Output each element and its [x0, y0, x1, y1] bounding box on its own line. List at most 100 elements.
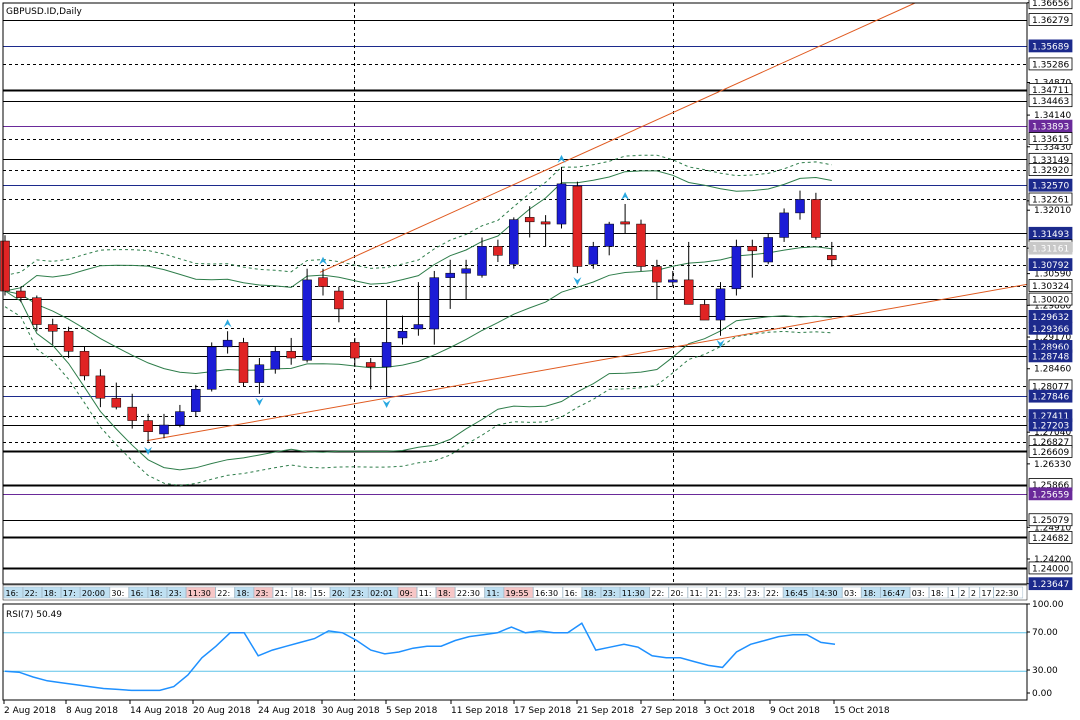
session-marker[interactable] [745, 586, 765, 599]
price-tag-box [1028, 57, 1073, 71]
candle-body [683, 279, 694, 305]
session-marker-label: 20: [332, 589, 345, 598]
price-tag: 1.34463 [1028, 94, 1073, 107]
price-tag-value: 1.29366 [1032, 325, 1069, 335]
session-marker[interactable] [861, 586, 881, 599]
candle-body [493, 246, 503, 256]
candle [572, 181, 583, 274]
session-marker[interactable] [436, 586, 456, 599]
session-marker[interactable] [958, 586, 970, 599]
session-marker[interactable] [764, 586, 784, 599]
session-marker-label: 23: [169, 589, 182, 598]
candle-body [350, 342, 360, 359]
session-marker[interactable] [397, 586, 417, 599]
session-marker[interactable] [349, 586, 369, 599]
candle-body [731, 246, 742, 290]
session-marker[interactable] [668, 586, 688, 599]
candle [731, 239, 742, 296]
candle [222, 331, 233, 354]
session-marker[interactable] [600, 586, 621, 599]
candle [270, 346, 281, 374]
candle-body [572, 185, 583, 267]
session-marker-label: 22: [766, 589, 779, 598]
session-marker-label: 23: [256, 589, 269, 598]
session-marker[interactable] [979, 586, 994, 599]
time-axis-label: 2 Aug 2018 [4, 706, 56, 716]
session-marker[interactable] [61, 586, 81, 599]
price-tag: 1.30792 [1028, 258, 1073, 271]
session-marker[interactable] [687, 586, 707, 599]
session-marker-label: 18: [236, 589, 249, 598]
session-marker[interactable] [842, 586, 862, 599]
session-marker[interactable] [22, 586, 42, 599]
session-marker[interactable] [291, 586, 312, 599]
session-marker[interactable] [234, 586, 254, 599]
session-marker-label: 22:30 [457, 589, 480, 598]
time-axis-label: 15 Oct 2018 [834, 706, 890, 716]
session-marker[interactable] [969, 586, 980, 599]
session-marker[interactable] [253, 586, 273, 599]
session-marker[interactable] [128, 586, 148, 599]
session-marker[interactable] [581, 586, 601, 599]
candle [63, 326, 74, 359]
price-tag-box [1028, 487, 1073, 501]
session-marker[interactable] [272, 586, 292, 599]
session-marker[interactable] [993, 586, 1024, 599]
session-marker[interactable] [880, 586, 910, 599]
price-tag-value: 1.24682 [1032, 534, 1069, 544]
session-marker-label: 20:00 [82, 589, 105, 598]
session-marker[interactable] [311, 586, 331, 599]
price-axis: 1.366561.348701.341401.334301.322201.320… [2, 0, 1073, 701]
session-marker[interactable] [929, 586, 949, 599]
session-marker[interactable] [649, 586, 669, 599]
candle-body [318, 277, 328, 287]
session-marker-label: 03: [912, 589, 925, 598]
axis-tick-label: 1.24200 [1034, 555, 1071, 565]
session-marker[interactable] [948, 586, 959, 599]
candle [381, 299, 392, 396]
candlesticks [0, 166, 837, 443]
fractal-up-arrow-icon [621, 191, 630, 200]
candle-body [556, 183, 567, 225]
session-marker[interactable] [503, 586, 534, 599]
price-tag-value: 1.27203 [1032, 421, 1069, 431]
session-marker-label: 11: [419, 589, 432, 598]
session-marker[interactable] [3, 586, 23, 599]
session-marker[interactable] [368, 586, 398, 599]
candle-body [143, 420, 153, 432]
band-lower-outer-line [4, 306, 832, 487]
session-marker[interactable] [109, 586, 129, 599]
candle [238, 337, 249, 388]
session-marker[interactable] [812, 586, 843, 599]
price-tag-box [1028, 577, 1073, 591]
price-tag-value: 1.33893 [1032, 123, 1069, 133]
session-marker[interactable] [416, 586, 437, 599]
candle-body [381, 342, 392, 368]
fractal-up-arrow-icon [223, 319, 232, 328]
candle-body [365, 362, 376, 368]
price-tag: 1.25659 [1028, 487, 1073, 501]
session-marker-label: 22: [651, 589, 664, 598]
session-marker[interactable] [186, 586, 216, 599]
candle [413, 282, 424, 336]
session-marker[interactable] [533, 586, 563, 599]
session-marker[interactable] [484, 586, 504, 599]
session-marker[interactable] [562, 586, 582, 599]
session-marker[interactable] [215, 586, 235, 599]
session-marker[interactable] [166, 586, 187, 599]
candle [397, 315, 408, 345]
session-marker[interactable] [455, 586, 485, 599]
session-marker[interactable] [706, 586, 726, 599]
session-marker[interactable] [41, 586, 62, 599]
session-marker-label: 11:30 [622, 589, 645, 598]
rsi-tick-label: 30.00 [1032, 666, 1058, 676]
session-marker[interactable] [909, 586, 930, 599]
session-marker[interactable] [620, 586, 650, 599]
session-marker[interactable] [147, 586, 167, 599]
main-plot-frame [2, 2, 1028, 585]
session-marker[interactable] [80, 586, 110, 599]
session-marker[interactable] [725, 586, 746, 599]
session-marker[interactable] [783, 586, 813, 599]
session-marker[interactable] [330, 586, 350, 599]
